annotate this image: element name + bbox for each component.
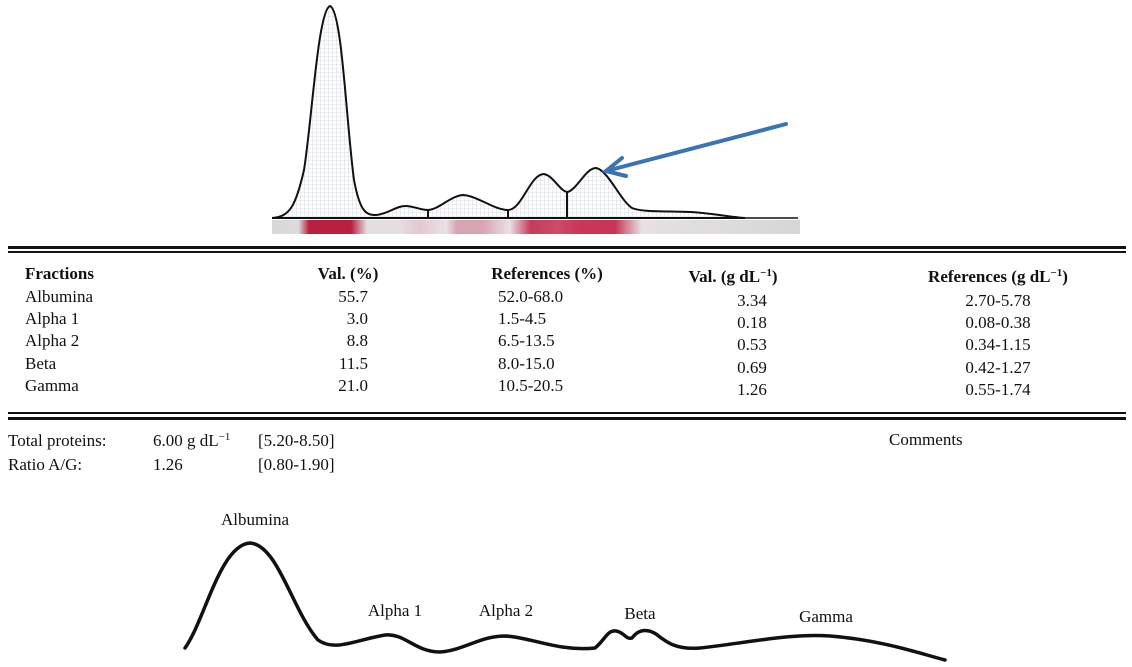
table-bottom-rule — [8, 417, 1126, 420]
cell-val-g: 3.34 — [737, 291, 767, 310]
header-val-pct: Val. (%) — [317, 264, 379, 283]
total-proteins-ref: [5.20-8.50] — [258, 431, 335, 450]
label-albumina: Albumina — [221, 510, 289, 529]
total-proteins-value: 6.00 g dL−1 — [153, 431, 230, 451]
electrophoresis-strip — [272, 220, 800, 234]
ratio-label: Ratio A/G: — [8, 455, 83, 474]
cell-fraction: Beta — [25, 354, 57, 373]
cell-val-g: 0.53 — [737, 335, 767, 354]
cell-ref-pct: 6.5-13.5 — [498, 331, 555, 350]
cell-ref-pct: 8.0-15.0 — [498, 354, 555, 373]
exponent: −1 — [1050, 267, 1063, 279]
cell-val-pct: 21.0 — [338, 376, 368, 395]
sketch-curve — [183, 541, 947, 662]
exponent: −1 — [760, 267, 772, 279]
cell-ref-g: 0.55-1.74 — [965, 380, 1031, 399]
comments-label: Comments — [889, 430, 963, 449]
densitometry-curve — [271, 4, 746, 219]
paren: ) — [1062, 267, 1068, 286]
label-alpha1: Alpha 1 — [367, 601, 423, 620]
total-proteins-label: Total proteins: — [8, 431, 107, 450]
cell-fraction: Gamma — [25, 376, 79, 395]
cell-val-pct: 8.8 — [346, 331, 368, 350]
table-top-rule — [8, 246, 1126, 249]
ratio-value: 1.26 — [153, 455, 183, 474]
table-bottom-rule — [8, 412, 1126, 414]
total-value-text: 6.00 g dL — [153, 431, 219, 450]
header-ref-g: References (g dL−1) — [928, 267, 1068, 287]
cell-val-g: 1.26 — [737, 380, 767, 399]
header-fractions: Fractions — [25, 264, 94, 283]
header-ref-g-text: References (g dL — [928, 267, 1051, 286]
cell-ref-g: 0.34-1.15 — [965, 335, 1031, 354]
cell-ref-pct: 10.5-20.5 — [498, 376, 564, 395]
header-val-g: Val. (g dL−1) — [688, 267, 777, 287]
cell-fraction: Alpha 2 — [25, 331, 80, 350]
header-ref-pct: References (%) — [491, 264, 603, 283]
cell-ref-pct: 52.0-68.0 — [498, 287, 564, 306]
label-beta: Beta — [624, 604, 656, 623]
paren: ) — [771, 267, 778, 286]
cell-ref-pct: 1.5-4.5 — [498, 309, 547, 328]
cell-ref-g: 0.08-0.38 — [965, 313, 1031, 332]
cell-ref-g: 0.42-1.27 — [965, 358, 1031, 377]
cell-val-pct: 11.5 — [338, 354, 368, 373]
ratio-ref: [0.80-1.90] — [258, 455, 335, 474]
cell-fraction: Albumina — [25, 287, 93, 306]
cell-fraction: Alpha 1 — [25, 309, 80, 328]
table-top-rule — [8, 251, 1126, 253]
cell-val-pct: 55.7 — [338, 287, 368, 306]
cell-val-g: 0.69 — [737, 358, 767, 377]
label-gamma: Gamma — [799, 607, 853, 626]
cell-val-g: 0.18 — [737, 313, 767, 332]
cell-ref-g: 2.70-5.78 — [965, 291, 1031, 310]
cell-val-pct: 3.0 — [346, 309, 368, 328]
arrow-icon — [601, 122, 788, 178]
exponent: −1 — [218, 431, 231, 443]
header-val-g-text: Val. (g dL — [688, 267, 761, 286]
label-alpha2: Alpha 2 — [478, 601, 534, 620]
